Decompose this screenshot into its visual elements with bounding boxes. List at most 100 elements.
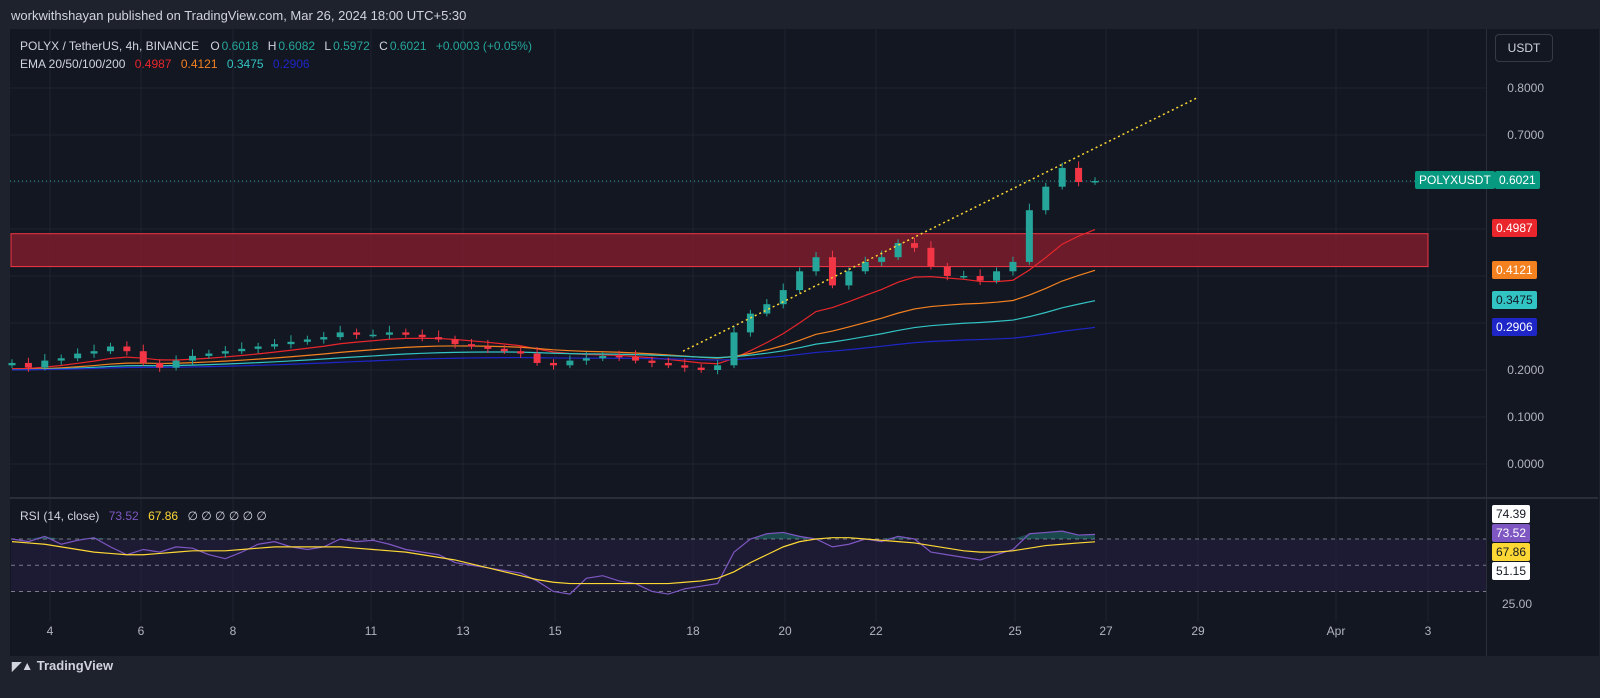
ema50-value: 0.4121 — [180, 57, 218, 71]
candle-23 — [385, 332, 393, 335]
candle-14 — [238, 348, 246, 352]
candle-64 — [1058, 167, 1066, 187]
candle-41 — [681, 365, 689, 368]
candle-62 — [1025, 210, 1033, 262]
price-tick-label: 0.1000 — [1507, 410, 1544, 424]
rsi-current-tag: 73.52 — [1492, 524, 1531, 542]
candle-24 — [402, 332, 410, 335]
candle-32 — [533, 353, 541, 363]
chart-area[interactable] — [10, 29, 1486, 656]
candle-16 — [271, 344, 279, 347]
tv-logo-icon: ◤▲ — [12, 659, 34, 673]
candle-15 — [254, 346, 262, 349]
ema-label[interactable]: EMA 20/50/100/200 — [20, 57, 126, 71]
publisher-line: workwithshayan published on TradingView.… — [11, 8, 467, 23]
candle-3 — [57, 358, 65, 361]
candle-46 — [763, 304, 771, 314]
ema-legend: EMA 20/50/100/200 0.4987 0.4121 0.3475 0… — [20, 57, 312, 71]
ema100-tag: 0.3475 — [1492, 291, 1537, 309]
symbol-name[interactable]: POLYX / TetherUS, 4h, BINANCE — [20, 39, 199, 53]
rsi-ma-value: 67.86 — [148, 509, 179, 523]
time-tick-label: 13 — [456, 624, 470, 638]
trend-line — [682, 96, 1199, 352]
candle-19 — [320, 337, 328, 340]
rsi-tick-mid: 51.15 — [1492, 562, 1531, 580]
currency-button[interactable]: USDT — [1495, 34, 1553, 62]
rsi-tick-max: 74.39 — [1492, 505, 1531, 523]
candle-18 — [303, 339, 311, 342]
time-tick-label: 25 — [1008, 624, 1022, 638]
time-tick-label: 29 — [1191, 624, 1205, 638]
candle-8 — [139, 351, 147, 363]
time-tick-label: 18 — [686, 624, 700, 638]
price-tick-label: 0.8000 — [1507, 81, 1544, 95]
candle-49 — [812, 257, 820, 272]
candle-42 — [697, 367, 705, 370]
ema20-tag: 0.4987 — [1492, 219, 1537, 237]
time-tick-label: 3 — [1425, 624, 1432, 638]
candle-56 — [927, 247, 935, 267]
candle-54 — [894, 243, 902, 258]
ema200-tag: 0.2906 — [1492, 318, 1537, 336]
candle-36 — [599, 355, 607, 359]
close-label: C — [379, 39, 388, 53]
candle-55 — [911, 243, 918, 248]
resistance-zone — [10, 233, 1429, 268]
tv-logo-text: TradingView — [36, 658, 114, 673]
open-label: O — [210, 39, 220, 53]
candle-9 — [156, 362, 164, 368]
rsi-line — [11, 530, 1096, 595]
last-price-tag: 0.6021 — [1495, 171, 1540, 189]
candle-35 — [582, 358, 590, 361]
high-value: 0.6082 — [278, 39, 316, 53]
ema50-line — [11, 269, 1096, 371]
candle-17 — [287, 341, 295, 345]
candle-45 — [746, 313, 754, 333]
candle-30 — [500, 348, 508, 352]
candle-38 — [632, 356, 640, 361]
rsi-label[interactable]: RSI (14, close) — [20, 509, 100, 523]
time-tick-label: 4 — [47, 624, 54, 638]
candle-29 — [484, 346, 492, 349]
time-tick-label: 6 — [138, 624, 145, 638]
rsi-overbought-fill — [12, 531, 1095, 539]
candle-58 — [960, 276, 968, 278]
candle-21 — [353, 332, 361, 335]
ema50-tag: 0.4121 — [1492, 261, 1537, 279]
candle-6 — [106, 346, 114, 352]
candle-48 — [796, 271, 804, 291]
candle-60 — [993, 271, 1001, 281]
candle-43 — [714, 365, 722, 370]
symbol-tag: POLYXUSDT — [1415, 171, 1495, 189]
time-tick-label: 22 — [869, 624, 883, 638]
candle-31 — [517, 351, 525, 354]
candle-20 — [336, 332, 344, 338]
time-tick-label: 8 — [230, 624, 237, 638]
candle-11 — [189, 355, 196, 361]
candle-47 — [779, 290, 787, 305]
candle-61 — [1009, 261, 1017, 272]
candle-28 — [467, 344, 475, 347]
open-value: 0.6018 — [221, 39, 259, 53]
low-label: L — [324, 39, 332, 53]
price-tick-label: 0.0000 — [1507, 457, 1544, 471]
high-label: H — [267, 39, 277, 53]
candle-50 — [828, 257, 836, 286]
candle-57 — [943, 266, 951, 276]
candle-51 — [845, 271, 853, 286]
candle-63 — [1042, 186, 1050, 211]
candle-25 — [418, 334, 426, 338]
change-value: +0.0003 (+0.05%) — [435, 39, 532, 53]
rsi-value: 73.52 — [108, 509, 139, 523]
time-tick-label: 11 — [365, 624, 378, 638]
candle-0 — [8, 362, 16, 366]
tradingview-logo[interactable]: ◤▲ TradingView — [12, 658, 113, 673]
candle-44 — [730, 332, 738, 366]
ema100-value: 0.3475 — [226, 57, 264, 71]
time-tick-label: Apr — [1327, 624, 1346, 638]
low-value: 0.5972 — [333, 39, 370, 53]
candle-22 — [369, 334, 377, 337]
time-tick-label: 20 — [778, 624, 792, 638]
candle-39 — [648, 360, 656, 363]
candle-65 — [1075, 167, 1083, 182]
